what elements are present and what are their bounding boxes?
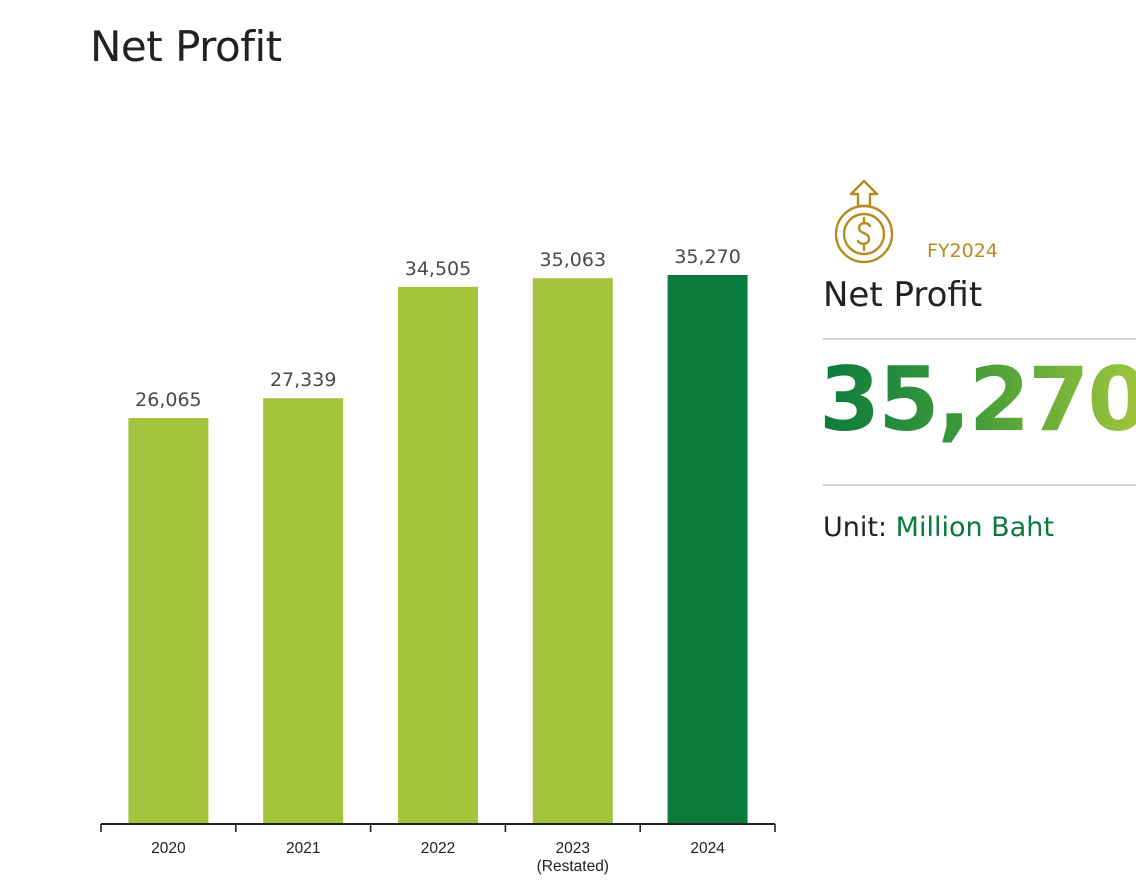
value-label-2024: 35,270 [674,246,740,268]
net-profit-bar-chart: 26,065 2020 27,339 2021 34,505 2022 35,063 2023… [100,246,776,875]
x-tick-label-2021: 2021 [286,840,320,857]
x-tick-label-2024: 2024 [690,840,725,857]
bar-2022 [398,286,478,824]
value-label-2023: 35,063 [540,249,606,271]
unit-label: Unit: [823,512,888,543]
x-tick-label-2022: 2022 [421,840,455,857]
summary-value: 35,270 [819,353,1136,446]
bar-2020 [128,418,209,823]
value-label-2021: 27,339 [270,369,336,391]
x-tick-label-2020: 2020 [151,840,186,857]
x-tick-note-2023: (Restated) [537,858,609,875]
fiscal-year-label: FY2024 [927,240,998,262]
value-label-2022: 34,505 [405,258,471,280]
summary-heading: Net Profit [823,275,983,315]
bar-2023 [532,278,613,824]
unit-value: Million Baht [895,512,1054,543]
bar-2021 [263,398,344,823]
money-growth-icon [834,179,894,264]
value-label-2020: 26,065 [135,389,201,411]
unit-line: Unit: Million Baht [823,512,1054,543]
divider-bottom [823,484,1136,486]
bar-2024 [667,275,748,823]
divider-top [823,338,1136,340]
page-title: Net Profit [90,22,282,71]
x-tick-label-2023: 2023 [556,840,590,857]
